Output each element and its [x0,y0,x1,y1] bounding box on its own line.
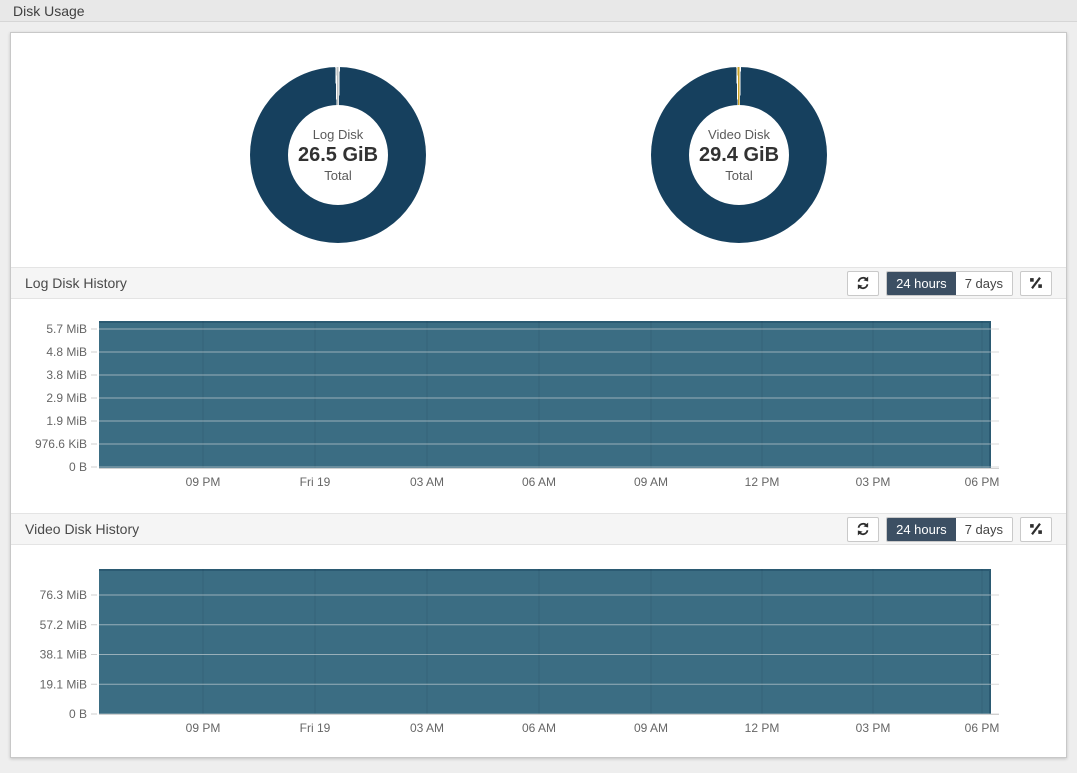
donut-center: Log Disk 26.5 GiB Total [288,105,388,205]
y-axis-tick-label: 0 B [69,460,87,474]
video-disk-history-header: Video Disk History 24 hours 7 days [11,513,1066,545]
area-chart-svg: 76.3 MiB 57.2 MiB 38.1 MiB 19.1 MiB 0 B 09 PM… [40,569,1000,735]
refresh-icon [856,276,870,290]
page-title: Disk Usage [13,2,85,19]
x-axis-tick-label: 03 AM [410,475,444,489]
x-axis-tick-label: 06 PM [965,475,1000,489]
y-axis-tick-label: 3.8 MiB [46,368,87,382]
area-chart-svg: 5.7 MiB 4.8 MiB 3.8 MiB 2.9 MiB 1.9 MiB 976.6… [35,321,1000,489]
y-axis-tick-label: 2.9 MiB [46,391,87,405]
y-axis-tick-label: 0 B [69,707,87,721]
x-axis-tick-label: 09 AM [634,721,668,735]
video-disk-history-chart: 76.3 MiB 57.2 MiB 38.1 MiB 19.1 MiB 0 B 09 PM… [11,545,1066,759]
x-axis-tick-label: 09 PM [186,475,221,489]
percent-toggle-button[interactable] [1020,270,1052,296]
percent-toggle-button[interactable] [1020,516,1052,542]
time-range-group: 24 hours 7 days [886,516,1013,542]
refresh-button[interactable] [847,516,880,542]
x-axis-tick-label: 12 PM [745,475,780,489]
x-axis-tick-label: Fri 19 [300,721,331,735]
y-axis-tick-label: 19.1 MiB [40,677,87,691]
log-disk-history-chart: 5.7 MiB 4.8 MiB 3.8 MiB 2.9 MiB 1.9 MiB 976.6… [11,299,1066,513]
y-axis-tick-label: 5.7 MiB [46,322,87,336]
area-series-edge [99,321,991,468]
x-axis-tick-label: 09 AM [634,475,668,489]
time-range-group: 24 hours 7 days [886,270,1013,296]
donut-label: Video Disk [708,127,770,142]
video-disk-toolbar: 24 hours 7 days [847,516,1052,542]
x-axis-tick-label: 03 PM [856,721,891,735]
y-axis-tick-label: 76.3 MiB [40,588,87,602]
section-title: Log Disk History [25,275,127,291]
range-7-days-button[interactable]: 7 days [955,271,1012,295]
y-axis-tick-label: 1.9 MiB [46,414,87,428]
disk-usage-card: Log Disk 26.5 GiB Total Video Disk 29.4 … [10,32,1067,758]
range-24-hours-button[interactable]: 24 hours [887,271,956,295]
section-title: Video Disk History [25,521,140,537]
percent-icon [1029,522,1043,536]
x-axis-tick-label: 06 AM [522,475,556,489]
page-header: Disk Usage [0,0,1077,22]
x-axis-tick-label: 09 PM [186,721,221,735]
y-axis-tick-label: 57.2 MiB [40,618,87,632]
area-series [99,321,991,468]
donut-chart-log-disk: Log Disk 26.5 GiB Total [250,67,426,243]
donut-chart-video-disk: Video Disk 29.4 GiB Total [651,67,827,243]
area-series-edge [99,569,991,714]
donut-label: Log Disk [312,127,364,142]
range-24-hours-button[interactable]: 24 hours [887,517,956,541]
y-axis-tick-label: 4.8 MiB [46,345,87,359]
refresh-icon [856,522,870,536]
donut-sublabel: Total [324,168,352,183]
range-7-days-button[interactable]: 7 days [955,517,1012,541]
y-axis-tick-label: 38.1 MiB [40,648,87,662]
x-axis-tick-label: Fri 19 [300,475,331,489]
donut-sublabel: Total [725,168,753,183]
donut-charts-row: Log Disk 26.5 GiB Total Video Disk 29.4 … [11,33,1066,267]
area-series [99,569,991,714]
x-axis-tick-label: 06 PM [965,721,1000,735]
refresh-button[interactable] [847,270,880,296]
donut-center: Video Disk 29.4 GiB Total [689,105,789,205]
percent-icon [1029,276,1043,290]
log-disk-history-header: Log Disk History 24 hours 7 days [11,267,1066,299]
x-axis-tick-label: 12 PM [745,721,780,735]
donut-total-value: 26.5 GiB [297,144,379,166]
x-axis-tick-label: 03 PM [856,475,891,489]
x-axis-tick-label: 06 AM [522,721,556,735]
y-axis-tick-label: 976.6 KiB [35,437,87,451]
x-axis-tick-label: 03 AM [410,721,444,735]
donut-total-value: 29.4 GiB [698,144,780,166]
log-disk-toolbar: 24 hours 7 days [847,270,1052,296]
